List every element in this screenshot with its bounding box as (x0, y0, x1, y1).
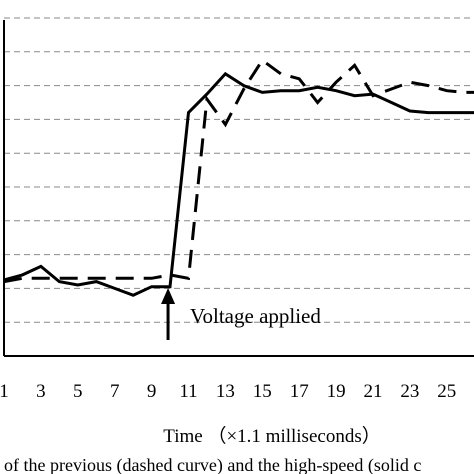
voltage-annotation: Voltage applied (161, 288, 321, 340)
y-gridlines (4, 17, 474, 323)
x-tick-label: 21 (364, 381, 383, 402)
x-tick-label: 17 (290, 381, 309, 402)
plot-frame (3, 20, 474, 357)
x-tick-label: 9 (147, 381, 157, 402)
dashed-series-line (3, 58, 474, 284)
x-axis-label: Time （×1.1 milliseconds） (163, 425, 380, 447)
x-tick-label: 3 (36, 381, 46, 402)
x-tick-label: 13 (216, 381, 235, 402)
solid-series-line (3, 71, 474, 297)
series-group (3, 58, 474, 297)
x-tick-label: 15 (253, 381, 272, 402)
figure-caption: of the previous (dashed curve) and the h… (4, 455, 421, 474)
x-tick-label: 11 (179, 381, 197, 402)
annotation-label: Voltage applied (190, 304, 321, 328)
x-tick-labels: 1 3 5 7 9 11 13 15 17 19 21 23 25 (0, 381, 456, 402)
x-tick-label: 19 (327, 381, 346, 402)
annotation-arrow-head (161, 288, 176, 304)
x-tick-label: 7 (110, 381, 120, 402)
x-tick-label: 25 (437, 381, 456, 402)
x-tick-label: 5 (73, 381, 83, 402)
x-tick-label: 23 (400, 381, 419, 402)
x-tick-label: 1 (0, 381, 9, 402)
